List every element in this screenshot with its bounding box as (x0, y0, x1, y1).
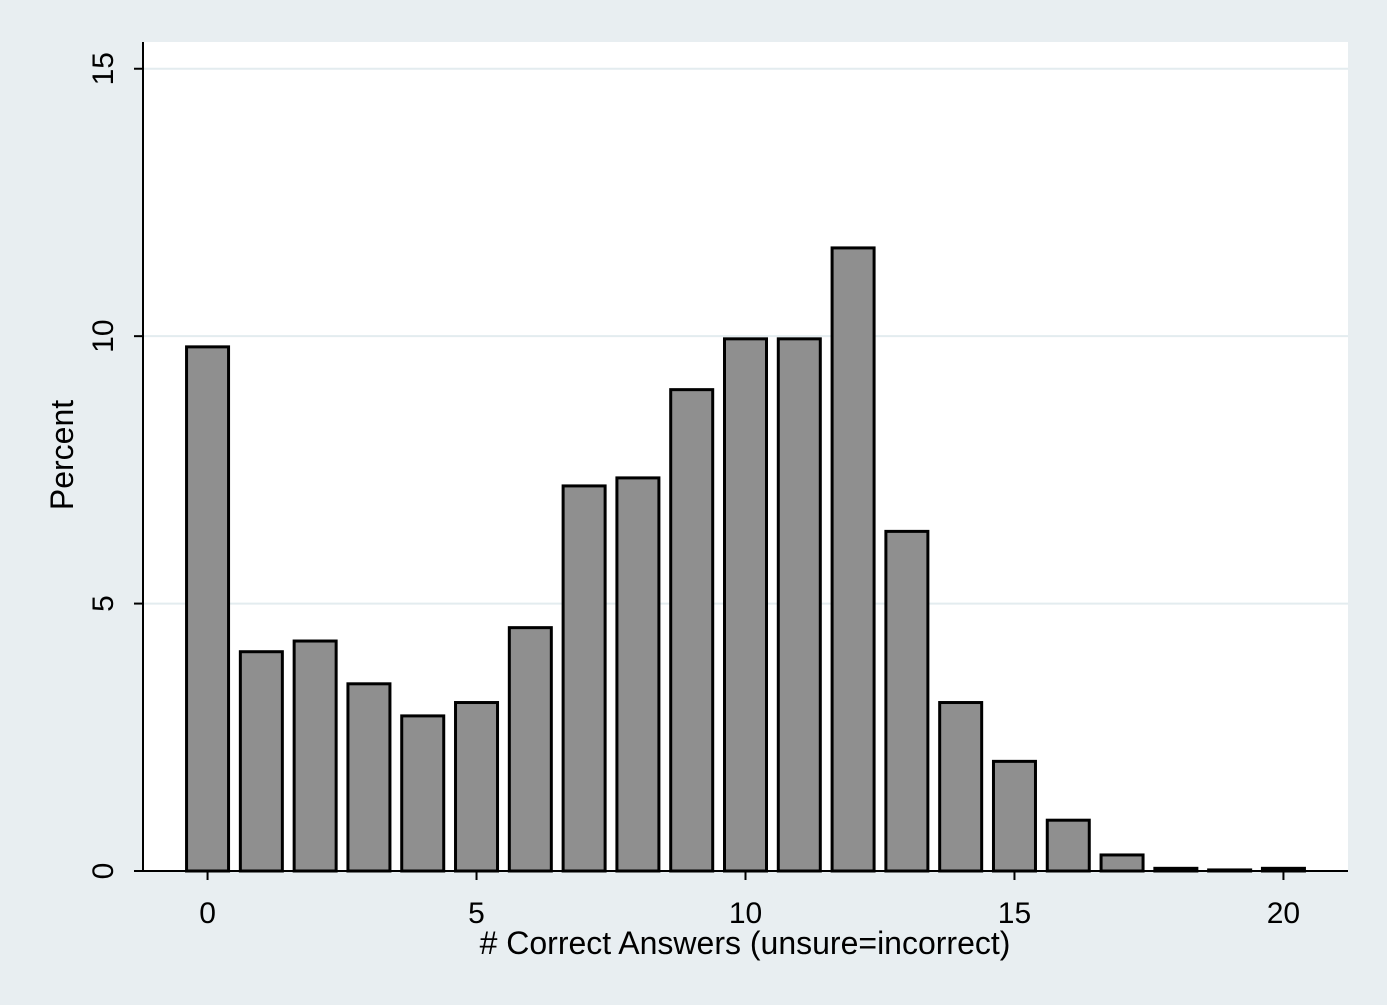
y-tick-label-10: 10 (87, 319, 120, 352)
y-tick-label-5: 5 (87, 595, 120, 612)
bar-13 (884, 529, 930, 873)
bar-2 (292, 639, 338, 873)
y-axis-title: Percent (44, 400, 80, 510)
axes: 0 5 10 15 0 5 10 15 20 (87, 42, 1348, 930)
bar-3 (346, 682, 392, 873)
x-tick-label-0: 0 (199, 897, 216, 930)
bars (185, 246, 1306, 873)
bar-16 (1045, 818, 1091, 873)
bar-0 (185, 345, 231, 873)
x-tick-label-15: 15 (998, 897, 1031, 930)
bar-4 (400, 714, 446, 873)
bar-5 (454, 701, 500, 873)
y-tick-label-15: 15 (87, 52, 120, 85)
bar-7 (561, 484, 607, 873)
x-tick-label-10: 10 (729, 897, 762, 930)
bar-1 (238, 650, 284, 873)
bar-8 (615, 476, 661, 873)
y-tick-label-0: 0 (87, 863, 120, 880)
bar-9 (669, 388, 715, 873)
bar-15 (991, 759, 1037, 873)
bar-17 (1099, 853, 1145, 873)
x-tick-label-20: 20 (1267, 897, 1300, 930)
bar-11 (776, 337, 822, 873)
bar-10 (723, 337, 768, 873)
bar-14 (938, 701, 984, 873)
x-tick-label-5: 5 (468, 897, 485, 930)
bar-6 (507, 626, 553, 873)
x-axis-title: # Correct Answers (unsure=incorrect) (480, 925, 1011, 961)
bar-12 (830, 246, 876, 873)
